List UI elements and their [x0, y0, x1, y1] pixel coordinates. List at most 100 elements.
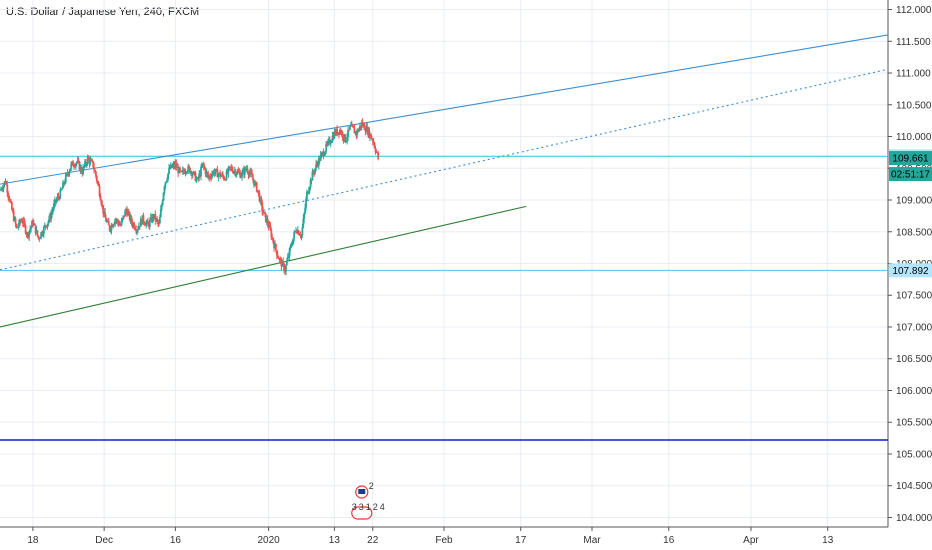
candle-body: [39, 237, 42, 239]
candle-body: [149, 217, 152, 221]
candle-body: [31, 221, 34, 225]
candle-body: [117, 222, 120, 226]
candle-body: [160, 205, 163, 210]
candle-body: [327, 141, 329, 145]
candle-body: [228, 166, 231, 168]
candle-body: [294, 231, 296, 233]
candle-body: [9, 200, 11, 202]
y-tick-label: 104.000: [896, 513, 932, 524]
candle-body: [239, 172, 242, 178]
candle-body: [314, 168, 317, 173]
candle-body: [55, 199, 58, 203]
candle-body: [362, 124, 365, 126]
candle-body: [99, 195, 102, 201]
candle-body: [297, 230, 300, 235]
candle-body: [220, 175, 222, 177]
candle-body: [364, 129, 367, 132]
candle-body: [290, 245, 293, 247]
candle-body: [88, 158, 91, 164]
candle-body: [50, 213, 53, 220]
y-tick-label: 107.000: [896, 322, 932, 333]
candle-body: [119, 224, 122, 226]
x-tick-label: Apr: [743, 535, 759, 546]
candle-body: [159, 209, 162, 218]
candle-body: [197, 177, 200, 179]
candle-body: [106, 220, 109, 222]
y-tick-label: 107.500: [896, 291, 932, 302]
candle-body: [84, 161, 86, 167]
candle-body: [179, 170, 182, 172]
candle-body: [97, 183, 100, 187]
candle-body: [102, 205, 105, 214]
candle-body: [284, 270, 286, 272]
candle-body: [322, 152, 325, 157]
candle-body: [92, 161, 95, 168]
candle-body: [234, 170, 237, 176]
candle-body: [199, 173, 201, 177]
candle-body: [359, 125, 362, 128]
candle-body: [168, 168, 170, 174]
candle-body: [204, 168, 207, 175]
candle-body: [158, 217, 161, 224]
candle-body: [201, 163, 204, 167]
candle-body: [376, 151, 379, 153]
x-tick-label: 16: [170, 535, 182, 546]
candle-body: [328, 139, 331, 144]
candle-body: [188, 166, 191, 168]
event-label: 1: [366, 502, 371, 512]
candle-body: [245, 168, 248, 170]
candle-body: [298, 234, 301, 236]
candle-body: [74, 166, 76, 168]
candle-body: [195, 178, 198, 182]
candle-body: [370, 137, 373, 140]
candle-body: [256, 190, 259, 192]
candle-body: [25, 233, 28, 235]
candle-body: [206, 171, 209, 175]
candle-body: [272, 237, 275, 243]
y-tick-label: 112.000: [896, 5, 932, 16]
candle-body: [371, 139, 374, 142]
candle-body: [334, 131, 337, 135]
candle-body: [237, 171, 240, 173]
candle-body: [182, 169, 185, 172]
candle-body: [341, 132, 344, 138]
event-bubble-icon: [351, 506, 373, 520]
candle-body: [47, 221, 50, 224]
candle-body: [53, 203, 55, 210]
candle-body: [222, 174, 224, 177]
candle-body: [201, 166, 203, 168]
candle-body: [291, 244, 294, 246]
candle-body: [267, 224, 270, 228]
candle-body: [285, 265, 287, 272]
candle-body: [76, 160, 79, 162]
candle-body: [7, 192, 10, 197]
y-tick-label: 111.000: [896, 69, 931, 80]
candle-body: [165, 181, 168, 183]
x-tick-label: 16: [663, 535, 675, 546]
candle-body: [109, 230, 112, 232]
candle-body: [140, 219, 143, 225]
candle-body: [216, 169, 219, 178]
candle-body: [261, 202, 264, 211]
candle-body: [243, 167, 246, 175]
candle-body: [153, 214, 156, 218]
candle-body: [0, 188, 2, 191]
candle-body: [335, 129, 338, 135]
candle-body: [89, 159, 92, 164]
candle-body: [137, 226, 140, 229]
candle-body: [361, 122, 364, 126]
candle-body: [61, 188, 64, 190]
candle-body: [17, 226, 20, 228]
candle-body: [115, 219, 117, 221]
candle-body: [279, 258, 282, 260]
y-tick-label: 106.000: [896, 386, 932, 397]
candle-body: [306, 191, 309, 194]
trendline: [0, 205, 527, 328]
candle-body: [353, 128, 356, 134]
candle-body: [358, 128, 360, 132]
candle-body: [209, 176, 212, 178]
candle-body: [3, 181, 6, 185]
candle-body: [312, 171, 315, 173]
